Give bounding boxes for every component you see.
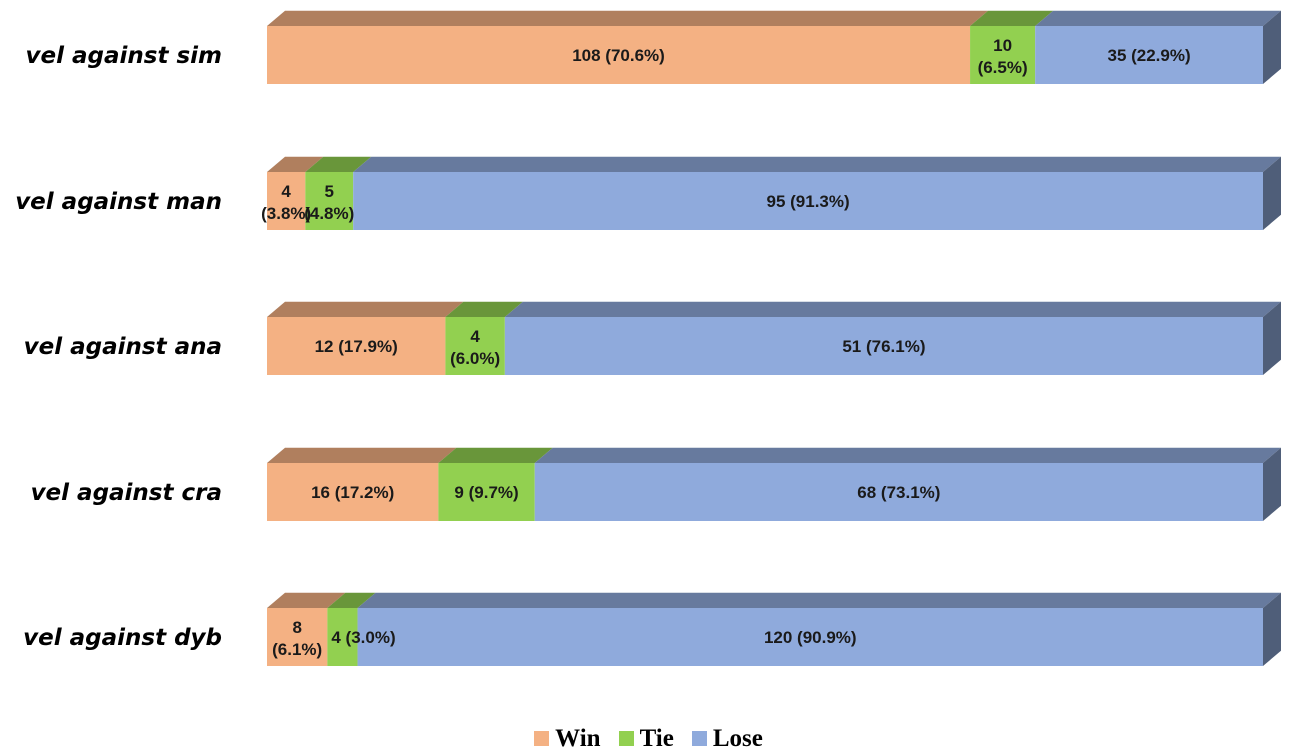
bar-top-lose-vel-against-man xyxy=(353,156,1281,172)
bar-top-win-vel-against-man xyxy=(267,156,324,172)
bar-top-lose-vel-against-sim xyxy=(1035,10,1281,26)
legend-swatch-tie xyxy=(618,731,634,746)
bar-segment-lose-vel-against-cra xyxy=(534,463,1263,521)
bar-top-tie-vel-against-dyb xyxy=(327,592,376,608)
bar-top-lose-vel-against-cra xyxy=(534,447,1281,463)
data-label-lose-vel-against-ana: 51 (76.1%) xyxy=(842,337,925,356)
bar-segment-lose-vel-against-man xyxy=(353,172,1263,230)
category-label-vel-against-ana: vel against ana xyxy=(24,334,222,360)
bar-segment-lose-vel-against-dyb xyxy=(357,608,1264,666)
data-label-tie-vel-against-dyb: 4 (3.0%) xyxy=(331,628,395,647)
bar-segment-win-vel-against-sim xyxy=(267,26,971,84)
data-label-lose-vel-against-man: 95 (91.3%) xyxy=(767,192,850,211)
bar-top-tie-vel-against-man xyxy=(305,156,372,172)
data-label-win-vel-against-ana: 12 (17.9%) xyxy=(315,337,398,356)
legend-swatch-lose xyxy=(691,731,707,746)
legend-item-win: Win xyxy=(534,724,601,753)
labels-layer: vel against sim 108 (70.6%) 10 (6.5%) 35 (22… xyxy=(15,36,1190,659)
legend-swatch-win xyxy=(534,731,550,746)
bar-segment-win-vel-against-man xyxy=(267,172,306,230)
bar-side-vel-against-sim xyxy=(1263,10,1281,85)
bar-top-win-vel-against-ana xyxy=(267,301,464,317)
data-label-win-vel-against-man: 4 (3.8%) xyxy=(261,182,311,223)
bar-segment-tie-vel-against-ana xyxy=(445,317,505,375)
data-label-tie-vel-against-cra: 9 (9.7%) xyxy=(454,483,518,502)
category-label-vel-against-sim: vel against sim xyxy=(26,43,222,69)
bar-top-win-vel-against-cra xyxy=(267,447,457,463)
bar-segment-tie-vel-against-man xyxy=(305,172,354,230)
legend-label-lose: Lose xyxy=(712,724,763,752)
category-label-vel-against-man: vel against man xyxy=(15,189,222,215)
data-label-tie-vel-against-ana: 4 (6.0%) xyxy=(450,327,500,368)
bar-segment-win-vel-against-cra xyxy=(267,463,439,521)
legend-item-tie: Tie xyxy=(618,724,674,753)
bar-segment-lose-vel-against-ana xyxy=(504,317,1264,375)
bar-side-vel-against-dyb xyxy=(1263,592,1281,666)
bar-segment-win-vel-against-ana xyxy=(267,317,446,375)
bar-top-tie-vel-against-sim xyxy=(970,10,1054,26)
data-label-win-vel-against-cra: 16 (17.2%) xyxy=(311,483,394,502)
data-label-win-vel-against-dyb: 8 (6.1%) xyxy=(272,618,322,659)
bar-side-vel-against-ana xyxy=(1263,301,1281,375)
legend-label-tie: Tie xyxy=(639,724,674,752)
bar-segment-tie-vel-against-dyb xyxy=(327,608,358,666)
bar-side-vel-against-cra xyxy=(1263,447,1281,521)
bar-side-vel-against-man xyxy=(1263,156,1281,230)
category-label-vel-against-dyb: vel against dyb xyxy=(23,625,222,651)
bar-top-lose-vel-against-dyb xyxy=(357,592,1282,608)
bar-top-tie-vel-against-cra xyxy=(438,447,553,463)
data-label-win-vel-against-sim: 108 (70.6%) xyxy=(572,46,665,65)
bar-top-win-vel-against-sim xyxy=(267,10,989,26)
data-label-lose-vel-against-sim: 35 (22.9%) xyxy=(1107,46,1190,65)
data-label-lose-vel-against-dyb: 120 (90.9%) xyxy=(764,628,857,647)
legend-label-win: Win xyxy=(555,724,601,752)
bar-top-tie-vel-against-ana xyxy=(445,301,523,317)
chart-legend: Win Tie Lose xyxy=(0,722,1289,755)
category-label-vel-against-cra: vel against cra xyxy=(31,480,222,506)
bar-segment-lose-vel-against-sim xyxy=(1035,26,1263,84)
legend-item-lose: Lose xyxy=(691,724,763,753)
data-label-tie-vel-against-man: 5 (4.8%) xyxy=(304,182,354,223)
data-label-lose-vel-against-cra: 68 (73.1%) xyxy=(857,483,940,502)
bar-segment-tie-vel-against-cra xyxy=(438,463,535,521)
data-label-tie-vel-against-sim: 10 (6.5%) xyxy=(978,36,1028,77)
bar-segment-win-vel-against-dyb xyxy=(267,608,328,666)
bar-top-lose-vel-against-ana xyxy=(504,301,1282,317)
bars-layer xyxy=(267,10,1282,666)
bar-segment-tie-vel-against-sim xyxy=(970,26,1036,84)
bar-top-win-vel-against-dyb xyxy=(267,592,346,608)
